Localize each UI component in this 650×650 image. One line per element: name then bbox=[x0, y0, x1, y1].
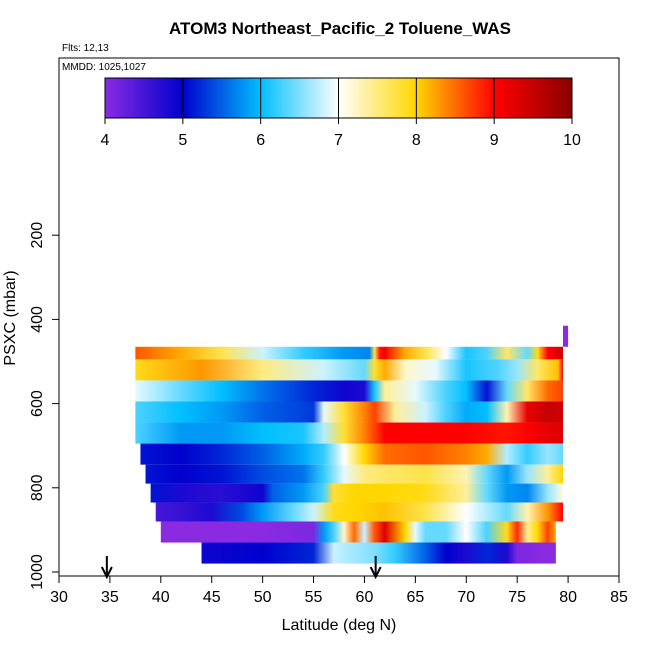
colorbar-tick-label: 6 bbox=[256, 132, 265, 149]
y-tick-label: 800 bbox=[29, 474, 46, 501]
y-axis-label: PSXC (mbar) bbox=[2, 270, 19, 365]
flight-markers bbox=[100, 556, 382, 580]
data-rows bbox=[135, 325, 569, 564]
y-tick-label: 200 bbox=[29, 222, 46, 249]
x-tick-label: 80 bbox=[559, 589, 577, 606]
x-tick-label: 75 bbox=[508, 589, 526, 606]
x-tick-label: 40 bbox=[152, 589, 170, 606]
chart-title: ATOM3 Northeast_Pacific_2 Toluene_WAS bbox=[169, 19, 511, 38]
colorbar-tick-label: 10 bbox=[563, 132, 581, 149]
y-tick-label: 600 bbox=[29, 390, 46, 417]
x-tick-label: 45 bbox=[203, 589, 221, 606]
x-tick-label: 70 bbox=[457, 589, 475, 606]
x-tick-label: 65 bbox=[406, 589, 424, 606]
data-row bbox=[201, 542, 556, 564]
flight-marker-arrowhead bbox=[369, 566, 382, 580]
colorbar-tick-label: 4 bbox=[101, 132, 110, 149]
x-tick-label: 35 bbox=[101, 589, 119, 606]
x-tick-label: 50 bbox=[254, 589, 272, 606]
x-tick-label: 30 bbox=[50, 589, 68, 606]
data-row bbox=[135, 380, 563, 402]
data-row bbox=[135, 401, 563, 423]
x-tick-label: 55 bbox=[305, 589, 323, 606]
data-row bbox=[135, 359, 563, 381]
colorbar-tick-label: 8 bbox=[412, 132, 421, 149]
data-row bbox=[160, 521, 556, 543]
data-row bbox=[140, 443, 564, 465]
colorbar-tick-label: 7 bbox=[334, 132, 343, 149]
data-row bbox=[135, 422, 563, 444]
flight-marker-arrowhead bbox=[100, 566, 113, 580]
dates-annotation: MMDD: 1025,1027 bbox=[62, 62, 146, 73]
y-tick-label: 400 bbox=[29, 306, 46, 333]
data-row bbox=[563, 325, 569, 347]
x-tick-label: 60 bbox=[356, 589, 374, 606]
y-tick-label: 1000 bbox=[29, 554, 46, 590]
y-axis: 200 400 600 800 1000 bbox=[29, 222, 60, 590]
flights-annotation: Flts: 12,13 bbox=[62, 43, 109, 54]
colorbar-tick-label: 9 bbox=[490, 132, 499, 149]
data-row bbox=[135, 346, 563, 360]
x-axis-label: Latitude (deg N) bbox=[282, 617, 397, 634]
data-row bbox=[145, 464, 563, 484]
x-axis: 30 35 40 45 50 55 60 65 70 75 80 85 bbox=[50, 575, 628, 606]
colorbar-tick-label: 5 bbox=[178, 132, 187, 149]
x-tick-label: 85 bbox=[610, 589, 628, 606]
colorbar: 4 5 6 7 8 9 10 bbox=[101, 77, 581, 149]
data-row bbox=[150, 483, 564, 503]
data-row bbox=[155, 502, 563, 522]
